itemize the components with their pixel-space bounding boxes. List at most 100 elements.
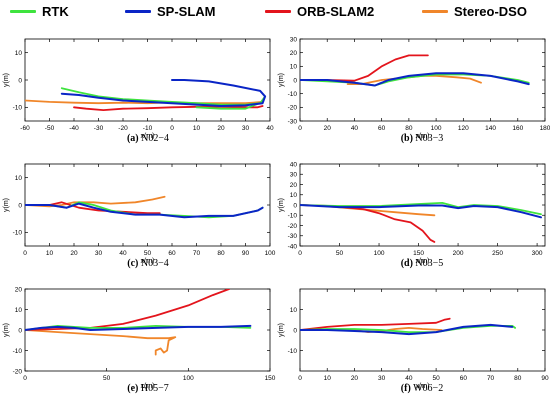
y-tick-label: -30 bbox=[288, 233, 298, 240]
x-tick-label: 20 bbox=[324, 125, 332, 132]
y-tick-label: 20 bbox=[290, 182, 298, 189]
y-axis-label: y(m) bbox=[3, 73, 10, 87]
caption-letter: (b) bbox=[401, 133, 413, 144]
legend-item-orb-slam2: ORB-SLAM2 bbox=[265, 3, 374, 19]
legend-swatch-orb-slam2 bbox=[265, 9, 291, 13]
caption-name: N03−4 bbox=[138, 258, 168, 269]
caption-name: N03−5 bbox=[413, 258, 443, 269]
x-tick-label: 80 bbox=[514, 375, 522, 382]
x-tick-label: 70 bbox=[487, 375, 495, 382]
series-line-sp-slam bbox=[25, 324, 252, 331]
x-tick-label: 40 bbox=[119, 250, 127, 257]
y-tick-label: 0 bbox=[293, 327, 297, 334]
x-tick-label: 0 bbox=[298, 125, 302, 132]
series-line-stereo-dso bbox=[25, 329, 177, 356]
legend-label-stereo-dso: Stereo-DSO bbox=[454, 3, 527, 19]
legend-item-sp-slam: SP-SLAM bbox=[125, 3, 216, 19]
x-tick-label: -10 bbox=[143, 125, 153, 132]
x-tick-label: 0 bbox=[298, 250, 302, 257]
y-tick-label: 40 bbox=[290, 161, 298, 168]
caption-name: N03−3 bbox=[413, 133, 443, 144]
x-tick-label: -40 bbox=[69, 125, 79, 132]
legend-swatch-sp-slam bbox=[125, 9, 151, 13]
x-tick-label: 250 bbox=[492, 250, 503, 257]
y-tick-label: 0 bbox=[18, 327, 22, 334]
y-tick-label: -10 bbox=[288, 213, 298, 220]
x-tick-label: 180 bbox=[540, 125, 550, 132]
series-group bbox=[25, 79, 267, 111]
x-tick-label: 80 bbox=[217, 250, 225, 257]
y-tick-label: 20 bbox=[290, 50, 298, 57]
y-tick-label: -20 bbox=[288, 223, 298, 230]
x-tick-label: 20 bbox=[217, 125, 225, 132]
x-tick-label: 40 bbox=[266, 125, 274, 132]
x-tick-label: 0 bbox=[23, 375, 27, 382]
y-axis-label: y(m) bbox=[3, 198, 10, 212]
subplot-caption: (a) N02−4 bbox=[127, 133, 169, 144]
x-tick-label: 0 bbox=[23, 250, 27, 257]
y-tick-label: -40 bbox=[288, 243, 298, 250]
series-group bbox=[300, 201, 542, 243]
subplot-1: -60 -50 -40 -30 -20 -10 0 10 20 30 40 -10 0 10 x(m) y(m… bbox=[3, 38, 274, 144]
series-line-sp-slam bbox=[300, 72, 530, 87]
subplot-caption: (e) H05−7 bbox=[127, 383, 168, 394]
y-tick-label: 10 bbox=[290, 307, 298, 314]
x-axis-label: x(m) bbox=[141, 258, 155, 265]
x-tick-label: 60 bbox=[378, 125, 386, 132]
x-tick-label: 150 bbox=[265, 375, 276, 382]
legend-item-stereo-dso: Stereo-DSO bbox=[422, 3, 527, 19]
legend-swatch-stereo-dso bbox=[422, 9, 448, 13]
y-tick-label: 10 bbox=[290, 192, 298, 199]
x-tick-label: -50 bbox=[45, 125, 55, 132]
x-tick-label: 20 bbox=[70, 250, 78, 257]
x-tick-label: 300 bbox=[532, 250, 543, 257]
series-line-sp-slam bbox=[60, 79, 267, 107]
y-tick-label: -10 bbox=[288, 348, 298, 355]
series-line-sp-slam bbox=[300, 323, 514, 336]
series-group bbox=[25, 195, 264, 219]
x-tick-label: 90 bbox=[541, 375, 549, 382]
x-tick-label: 60 bbox=[168, 250, 176, 257]
subplot-5: 0 50 100 150 -20 -10 0 10 20 x(m) y(m) (e) H05−7 bbox=[3, 286, 276, 394]
x-tick-label: -20 bbox=[118, 125, 128, 132]
caption-letter: (a) bbox=[127, 133, 139, 144]
series-group bbox=[300, 54, 530, 87]
legend-label-sp-slam: SP-SLAM bbox=[157, 3, 216, 19]
x-tick-label: 90 bbox=[242, 250, 250, 257]
y-axis-label: y(m) bbox=[278, 73, 285, 87]
x-tick-label: 50 bbox=[144, 250, 152, 257]
y-tick-label: -10 bbox=[13, 230, 23, 237]
caption-name: N02−4 bbox=[139, 133, 169, 144]
series-line-orb-slam2 bbox=[25, 289, 231, 331]
caption-letter: (f) bbox=[401, 383, 411, 394]
y-tick-label: 10 bbox=[15, 50, 23, 57]
x-tick-label: 50 bbox=[336, 250, 344, 257]
subplot-caption: (c) N03−4 bbox=[127, 258, 168, 269]
series-group bbox=[300, 317, 516, 336]
y-tick-label: 10 bbox=[290, 64, 298, 71]
y-tick-label: -10 bbox=[13, 105, 23, 112]
x-tick-label: 30 bbox=[242, 125, 250, 132]
caption-letter: (c) bbox=[127, 258, 138, 269]
legend-label-rtk: RTK bbox=[42, 3, 69, 19]
y-tick-label: 10 bbox=[15, 307, 23, 314]
y-tick-label: -20 bbox=[13, 368, 23, 375]
x-tick-label: 100 bbox=[431, 125, 442, 132]
y-tick-label: -20 bbox=[288, 105, 298, 112]
x-axis-label: x(m) bbox=[416, 133, 430, 140]
x-tick-label: 10 bbox=[324, 375, 332, 382]
legend-label-orb-slam2: ORB-SLAM2 bbox=[297, 3, 375, 19]
series-line-sp-slam bbox=[25, 202, 264, 219]
caption-letter: (d) bbox=[401, 258, 413, 269]
x-tick-label: 100 bbox=[265, 250, 276, 257]
subplot-6: 0 10 20 30 40 50 60 70 80 90 -10 0 10 x(m) y(m) (f) W06… bbox=[278, 288, 549, 394]
subplot-4: 0 50 100 150 200 250 300 -40 -30 -20 -10 0 10 20 30 40 x… bbox=[278, 161, 546, 269]
x-tick-label: 120 bbox=[458, 125, 469, 132]
x-tick-label: 30 bbox=[95, 250, 103, 257]
y-tick-label: 20 bbox=[15, 286, 23, 293]
x-tick-label: 100 bbox=[374, 250, 385, 257]
subplot-caption: (d) N03−5 bbox=[401, 258, 444, 269]
x-tick-label: 40 bbox=[405, 375, 413, 382]
x-tick-label: 10 bbox=[46, 250, 54, 257]
x-tick-label: 10 bbox=[193, 125, 201, 132]
